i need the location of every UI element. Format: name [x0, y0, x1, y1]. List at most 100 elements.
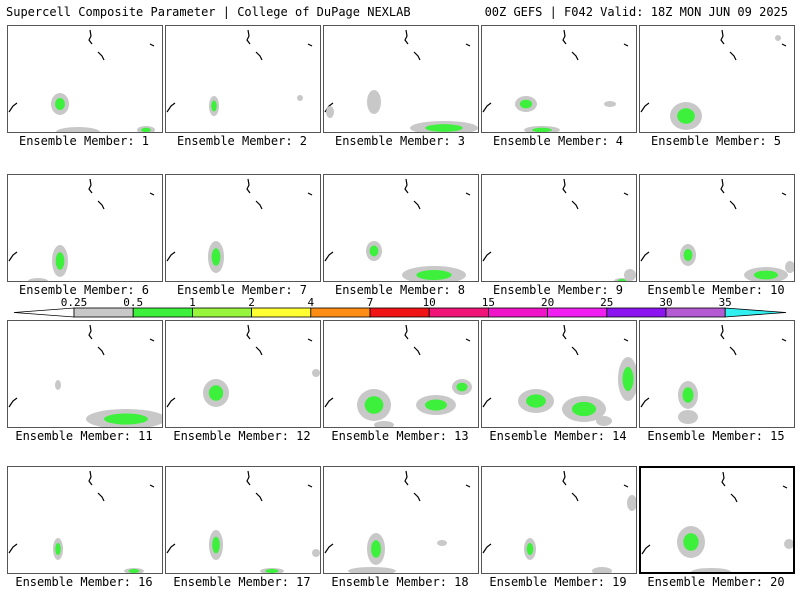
- scp-contour-high: [141, 127, 151, 132]
- coastline-mark: [97, 492, 105, 502]
- member-panel-5[interactable]: [639, 25, 795, 133]
- member-panel-8[interactable]: [323, 174, 479, 282]
- member-map-15: [640, 324, 787, 424]
- coastline-mark: [255, 346, 263, 356]
- colorbar-tick-label: 0.5: [123, 296, 143, 309]
- member-map-6: [8, 178, 155, 281]
- member-panel-2[interactable]: [165, 25, 321, 133]
- coastline-mark: [623, 43, 629, 47]
- coastline-mark: [149, 338, 155, 342]
- member-panel-16[interactable]: [7, 466, 163, 574]
- colorbar-tick-label: 4: [307, 296, 314, 309]
- scp-contour-low: [604, 101, 616, 107]
- coastline-mark: [246, 29, 251, 45]
- member-map-3: [324, 29, 478, 132]
- colorbar-segment: [606, 307, 667, 318]
- member-panel-4[interactable]: [481, 25, 637, 133]
- coastline-mark: [720, 178, 725, 194]
- coastline-mark: [729, 200, 737, 210]
- scp-contour-low: [691, 568, 731, 572]
- colorbar-segment: [724, 307, 787, 318]
- coastline-mark: [307, 338, 313, 342]
- coastline-mark: [482, 251, 492, 262]
- scp-contour-high: [526, 542, 534, 556]
- coastline-mark: [413, 200, 421, 210]
- coastline-mark: [246, 178, 251, 194]
- colorbar-tick-label: 1: [189, 296, 196, 309]
- member-panel-12[interactable]: [165, 320, 321, 428]
- scp-contour-high: [208, 385, 224, 401]
- scp-contour-high: [526, 394, 546, 408]
- coastline-mark: [571, 200, 579, 210]
- member-panel-9[interactable]: [481, 174, 637, 282]
- member-map-2: [166, 29, 313, 116]
- coastline-mark: [640, 102, 650, 113]
- coastline-mark: [97, 346, 105, 356]
- member-panel-10[interactable]: [639, 174, 795, 282]
- scp-contour-high: [55, 542, 61, 556]
- member-map-14: [482, 324, 636, 426]
- member-caption-19: Ensemble Member: 19: [489, 575, 627, 589]
- member-map-8: [324, 178, 471, 281]
- member-caption-10: Ensemble Member: 10: [647, 283, 785, 297]
- member-panel-14[interactable]: [481, 320, 637, 428]
- colorbar-segment: [191, 307, 252, 318]
- member-panel-15[interactable]: [639, 320, 795, 428]
- scp-contour-high: [532, 127, 552, 132]
- member-caption-18: Ensemble Member: 18: [331, 575, 469, 589]
- member-map-17: [166, 470, 320, 573]
- scp-contour-low: [775, 35, 781, 41]
- colorbar-segment: [251, 307, 312, 318]
- coastline-mark: [404, 324, 409, 340]
- coastline-mark: [623, 338, 629, 342]
- colorbar-segment: [13, 307, 75, 318]
- colorbar-tick-label: 0.25: [61, 296, 88, 309]
- member-panel-19[interactable]: [481, 466, 637, 574]
- member-caption-2: Ensemble Member: 2: [176, 134, 308, 148]
- colorbar-segment: [665, 307, 726, 318]
- map-title: Supercell Composite Parameter | College …: [6, 5, 411, 19]
- member-map-12: [166, 324, 320, 408]
- member-map-5: [640, 29, 787, 130]
- coastline-mark: [166, 543, 176, 554]
- member-panel-1[interactable]: [7, 25, 163, 133]
- scp-contour-high: [683, 533, 699, 551]
- scp-contour-low: [55, 380, 61, 390]
- scp-contour-high: [753, 270, 779, 280]
- coastline-mark: [324, 397, 334, 408]
- member-panel-7[interactable]: [165, 174, 321, 282]
- scp-contour-high: [416, 270, 452, 280]
- scp-contour-low: [785, 261, 794, 273]
- member-caption-1: Ensemble Member: 1: [18, 134, 150, 148]
- member-panel-18[interactable]: [323, 466, 479, 574]
- colorbar-segment: [428, 307, 489, 318]
- coastline-mark: [781, 192, 787, 196]
- scp-contour-low: [624, 269, 636, 281]
- member-caption-16: Ensemble Member: 16: [15, 575, 153, 589]
- member-panel-20[interactable]: [639, 466, 795, 574]
- scp-contour-high: [364, 396, 384, 414]
- member-map-20: [641, 471, 793, 572]
- member-panel-13[interactable]: [323, 320, 479, 428]
- scp-contour-low: [437, 540, 447, 546]
- colorbar: 0.25 0.5 1 2 4 7 10 15 20 25 30 35: [13, 296, 787, 318]
- colorbar-tick-label: 7: [367, 296, 374, 309]
- scp-contour-high: [265, 569, 279, 573]
- member-panel-11[interactable]: [7, 320, 163, 428]
- coastline-mark: [166, 102, 176, 113]
- scp-contour-high: [622, 366, 634, 392]
- coastline-mark: [149, 43, 155, 47]
- coastline-mark: [166, 397, 176, 408]
- coastline-mark: [482, 397, 492, 408]
- member-caption-6: Ensemble Member: 6: [18, 283, 150, 297]
- member-panel-3[interactable]: [323, 25, 479, 133]
- scp-contour-high: [617, 279, 627, 281]
- coastline-mark: [404, 470, 409, 486]
- scp-contour-low: [678, 410, 698, 424]
- member-panel-17[interactable]: [165, 466, 321, 574]
- member-panel-6[interactable]: [7, 174, 163, 282]
- coastline-mark: [88, 29, 93, 45]
- coastline-mark: [324, 543, 334, 554]
- colorbar-tick-label: 15: [482, 296, 495, 309]
- coastline-mark: [246, 470, 251, 486]
